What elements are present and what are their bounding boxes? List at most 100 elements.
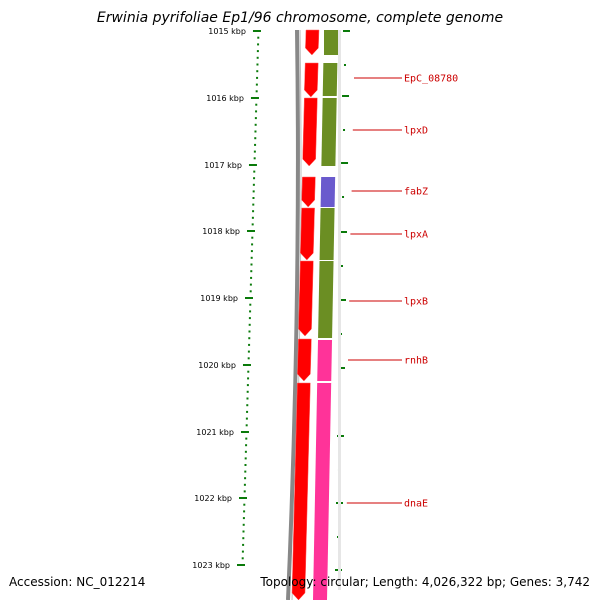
ruler-minor-tick [245,437,248,440]
ruler-minor-tick [246,404,249,407]
ruler-minor-tick [243,503,246,506]
feature-block-epc_08780 [322,63,338,96]
ruler-minor-tick [248,323,251,326]
ruler-minor-tick [246,410,249,413]
ruler-tick-label: 1017 kbp [204,161,242,170]
ruler-minor-tick [241,550,244,553]
ruler-minor-tick [245,424,248,427]
ruler-minor-tick [250,250,253,253]
cds-track [291,29,320,601]
gene-label-epc_08780: EpC_08780 [404,74,458,85]
ruler-minor-tick [246,384,249,387]
genome-summary-text: Topology: circular; Length: 4,026,322 bp… [260,575,590,589]
feature-track-edge [338,30,341,590]
feature-block-fabz [320,177,336,207]
ruler-minor-tick [253,157,256,160]
ruler-minor-tick [251,236,254,239]
ruler-minor-tick [246,390,249,393]
ruler-minor-tick [254,123,257,126]
ruler-minor-tick [255,103,258,106]
feature-block-lpxb [318,261,334,338]
ruler-right-minor-tick [343,129,346,131]
ruler-right-minor-tick [342,196,345,198]
ruler-minor-tick [250,276,253,279]
ruler-right-minor-tick [336,536,339,538]
ruler-tick-label: 1016 kbp [206,94,244,103]
ruler-minor-tick [242,537,245,540]
ruler-minor-tick [257,36,260,39]
cds-arrow [305,29,320,56]
feature-block-upstream [324,30,338,55]
ruler-minor-tick [247,357,250,360]
ruler-minor-tick [256,56,259,59]
ruler-minor-tick [254,137,257,140]
ruler-tick-label: 1019 kbp [200,294,238,303]
ruler-minor-tick [248,337,251,340]
ruler-minor-tick [256,70,259,73]
ruler-minor-tick [255,90,258,93]
ruler-minor-tick [252,183,255,186]
kbp-ruler: 1015 kbp 1016 kbp 1017 kbp 1018 kbp 1019 kbp… [192,27,350,605]
ruler-minor-tick [253,170,256,173]
ruler-minor-tick [255,83,258,86]
gene-label-rnhb: rnhB [404,356,428,367]
ruler-minor-tick [244,470,247,473]
gene-label-dnae: dnaE [404,499,428,510]
gene-label-lpxd: lpxD [404,126,428,137]
gene-label-fabz: fabZ [404,187,428,198]
ruler-minor-tick [247,377,250,380]
ruler-minor-tick [249,283,252,286]
gene-label-lpxb: lpxB [404,297,428,308]
ruler-tick-label: 1020 kbp [198,361,236,370]
ruler-minor-tick [244,477,247,480]
gene-label-lpxa: lpxA [404,230,428,241]
genome-title: Erwinia pyrifoliae Ep1/96 chromosome, co… [96,10,504,26]
ruler-tick-label: 1023 kbp [192,561,230,570]
ruler-minor-tick [243,510,246,513]
cds-arrow [291,382,311,601]
ruler-minor-tick [251,243,254,246]
ruler-minor-tick [256,50,259,53]
accession-text: Accession: NC_012214 [9,575,146,589]
ruler-minor-tick [242,543,245,546]
cds-arrow [300,207,315,261]
ruler-minor-tick [252,210,255,213]
ruler-minor-tick [242,530,245,533]
ruler-minor-tick [254,143,257,146]
ruler-minor-tick [249,290,252,293]
ruler-minor-tick [249,303,252,306]
ruler-minor-tick [243,483,246,486]
ruler-minor-tick [248,343,251,346]
cds-arrow [302,97,318,167]
ruler-minor-tick [255,110,258,113]
ruler-minor-tick [252,203,255,206]
ruler-minor-tick [243,490,246,493]
ruler-right-minor-tick [343,64,346,66]
ruler-minor-tick [247,350,250,353]
ruler-minor-tick [250,263,253,266]
ruler-minor-tick [251,223,254,226]
ruler-minor-tick [242,523,245,526]
ruler-minor-tick [246,397,249,400]
feature-block-dnae [313,383,332,600]
ruler-minor-tick [244,464,247,466]
ruler-minor-tick [250,256,253,259]
cds-arrow [301,176,316,208]
cds-arrow [297,338,312,382]
ruler-minor-tick [250,270,253,273]
ruler-minor-tick [245,444,248,447]
ruler-tick-label: 1021 kbp [196,428,234,437]
ruler-minor-tick [257,43,260,46]
ruler-minor-tick [245,417,248,420]
ruler-minor-tick [256,63,259,66]
ruler-minor-tick [253,150,256,153]
ruler-minor-tick [254,117,257,120]
ruler-minor-tick [241,557,244,560]
feature-block-rnhb [317,340,333,381]
feature-block-lpxa [319,208,335,260]
ruler-right-minor-tick [341,265,344,267]
ruler-minor-tick [252,197,255,199]
ruler-minor-tick [248,330,251,333]
